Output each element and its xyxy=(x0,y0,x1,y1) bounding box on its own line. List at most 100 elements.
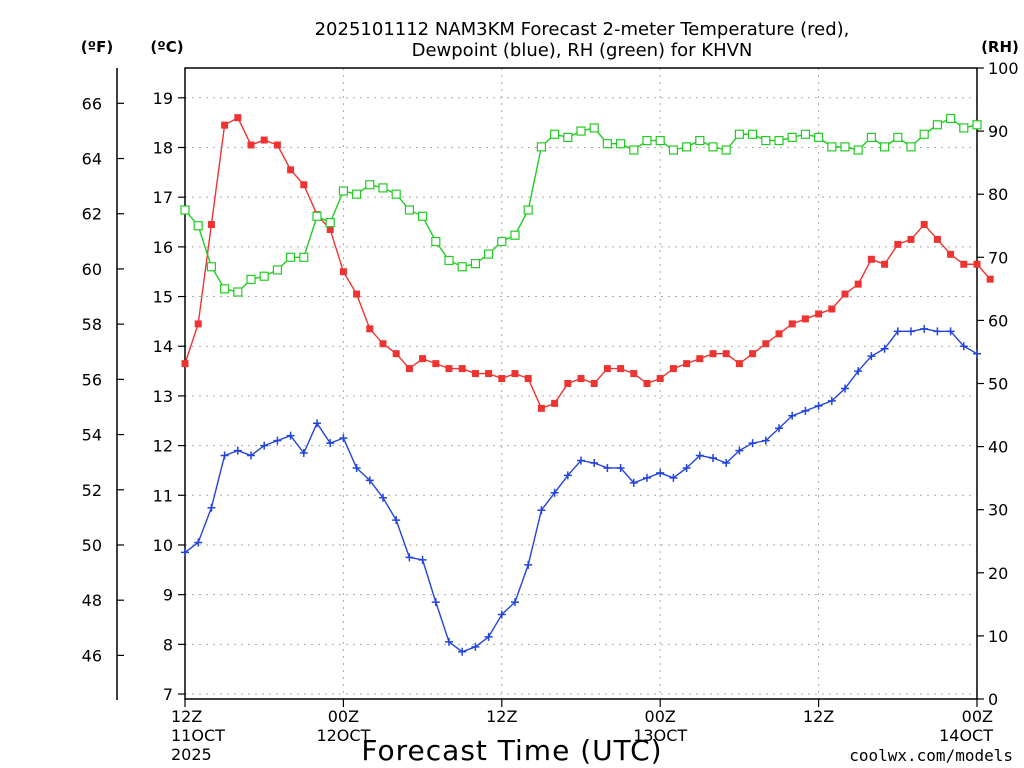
temperature-point xyxy=(366,325,374,333)
dewpoint-point xyxy=(841,384,849,393)
rh-point xyxy=(840,142,850,152)
dewpoint-point xyxy=(537,506,546,515)
dewpoint-point xyxy=(194,538,203,547)
dewpoint-point xyxy=(511,598,519,607)
rh-point xyxy=(549,129,560,139)
dewpoint-point xyxy=(326,439,335,448)
rh-axis-unit: (RH) xyxy=(981,38,1019,56)
temperature-point xyxy=(419,355,427,363)
rh-tick-label: 100 xyxy=(988,59,1019,78)
temperature-point xyxy=(920,221,928,229)
rh-point xyxy=(866,132,877,143)
fahrenheit-tick-label: 60 xyxy=(82,260,102,279)
dewpoint-point xyxy=(629,478,638,487)
rh-point xyxy=(299,252,309,262)
dewpoint-point xyxy=(709,454,717,463)
temperature-point xyxy=(603,365,611,373)
temperature-point xyxy=(537,404,545,412)
rh-point xyxy=(774,135,784,146)
temperature-point xyxy=(894,240,902,248)
temperature-point xyxy=(828,305,836,313)
rh-point xyxy=(972,120,982,130)
dewpoint-point xyxy=(524,560,533,569)
dewpoint-point xyxy=(590,458,599,467)
fahrenheit-tick-label: 64 xyxy=(82,150,102,169)
dewpoint-point xyxy=(695,451,704,460)
dewpoint-point xyxy=(484,632,493,641)
rh-point xyxy=(259,271,269,281)
rh-point xyxy=(352,189,362,199)
temperature-point xyxy=(854,280,862,288)
rh-tick-label: 0 xyxy=(988,690,998,709)
rh-point xyxy=(404,205,414,215)
temperature-point xyxy=(234,114,242,122)
series-filled-square xyxy=(181,114,994,412)
dewpoint-point xyxy=(656,468,665,477)
fahrenheit-tick-label: 52 xyxy=(82,481,102,500)
rh-point xyxy=(721,145,731,155)
celsius-tick-label: 11 xyxy=(153,486,173,505)
dewpoint-point xyxy=(379,493,387,502)
celsius-tick-label: 18 xyxy=(153,138,173,157)
temperature-point xyxy=(471,370,479,378)
temperature-point xyxy=(722,350,730,358)
rh-point xyxy=(602,139,613,149)
temperature-point xyxy=(709,350,717,358)
x-tick-label: 13OCT xyxy=(633,726,687,745)
rh-point xyxy=(959,123,969,133)
x-tick-label: 12Z xyxy=(171,707,202,726)
dewpoint-point xyxy=(207,503,216,512)
temperature-point xyxy=(551,399,559,407)
temperature-point xyxy=(392,350,400,358)
fahrenheit-tick-label: 54 xyxy=(82,426,102,445)
rh-point xyxy=(853,145,863,155)
dewpoint-point xyxy=(233,446,242,455)
rh-point xyxy=(536,142,547,152)
dewpoint-point xyxy=(920,324,929,333)
dewpoint-point xyxy=(392,516,401,525)
temperature-point xyxy=(326,225,334,233)
temperature-point xyxy=(696,355,704,363)
rh-point xyxy=(180,205,190,215)
dewpoint-point xyxy=(801,406,810,415)
temperature-point xyxy=(432,360,440,368)
temperature-point xyxy=(498,375,506,383)
rh-tick-label: 70 xyxy=(988,248,1008,267)
temperature-point xyxy=(524,375,532,383)
rh-point xyxy=(457,262,467,272)
rh-point xyxy=(233,287,243,297)
dewpoint-point xyxy=(563,471,572,480)
x-tick-label: 12Z xyxy=(486,707,517,726)
x-tick-label: 2025 xyxy=(171,745,212,764)
temperature-point xyxy=(841,290,849,298)
dewpoint-point xyxy=(577,456,585,465)
temperature-point xyxy=(960,260,968,268)
temperature-point xyxy=(577,375,585,383)
rh-tick-label: 60 xyxy=(988,311,1008,330)
celsius-tick-label: 12 xyxy=(153,437,173,456)
temperature-point xyxy=(194,320,202,328)
dewpoint-point xyxy=(299,449,308,458)
fahrenheit-tick-label: 58 xyxy=(82,315,102,334)
rh-point xyxy=(708,142,718,152)
dewpoint-point xyxy=(761,436,770,445)
rh-tick-label: 80 xyxy=(988,185,1008,204)
temperature-point xyxy=(260,136,268,144)
dewpoint-point xyxy=(959,342,968,351)
temperature-point xyxy=(986,275,994,283)
temperature-point xyxy=(300,181,308,189)
rh-point xyxy=(206,262,216,272)
fahrenheit-tick-label: 48 xyxy=(82,591,102,610)
rh-point xyxy=(642,135,652,146)
temperature-point xyxy=(287,166,295,174)
fahrenheit-axis-unit: (ºF) xyxy=(81,38,113,56)
series-line xyxy=(184,116,991,410)
rh-tick-label: 50 xyxy=(988,375,1008,394)
dewpoint-point xyxy=(220,451,229,460)
temperature-point xyxy=(933,235,941,243)
temperature-point xyxy=(590,380,598,387)
rh-point xyxy=(576,126,586,136)
temperature-point xyxy=(815,310,823,318)
